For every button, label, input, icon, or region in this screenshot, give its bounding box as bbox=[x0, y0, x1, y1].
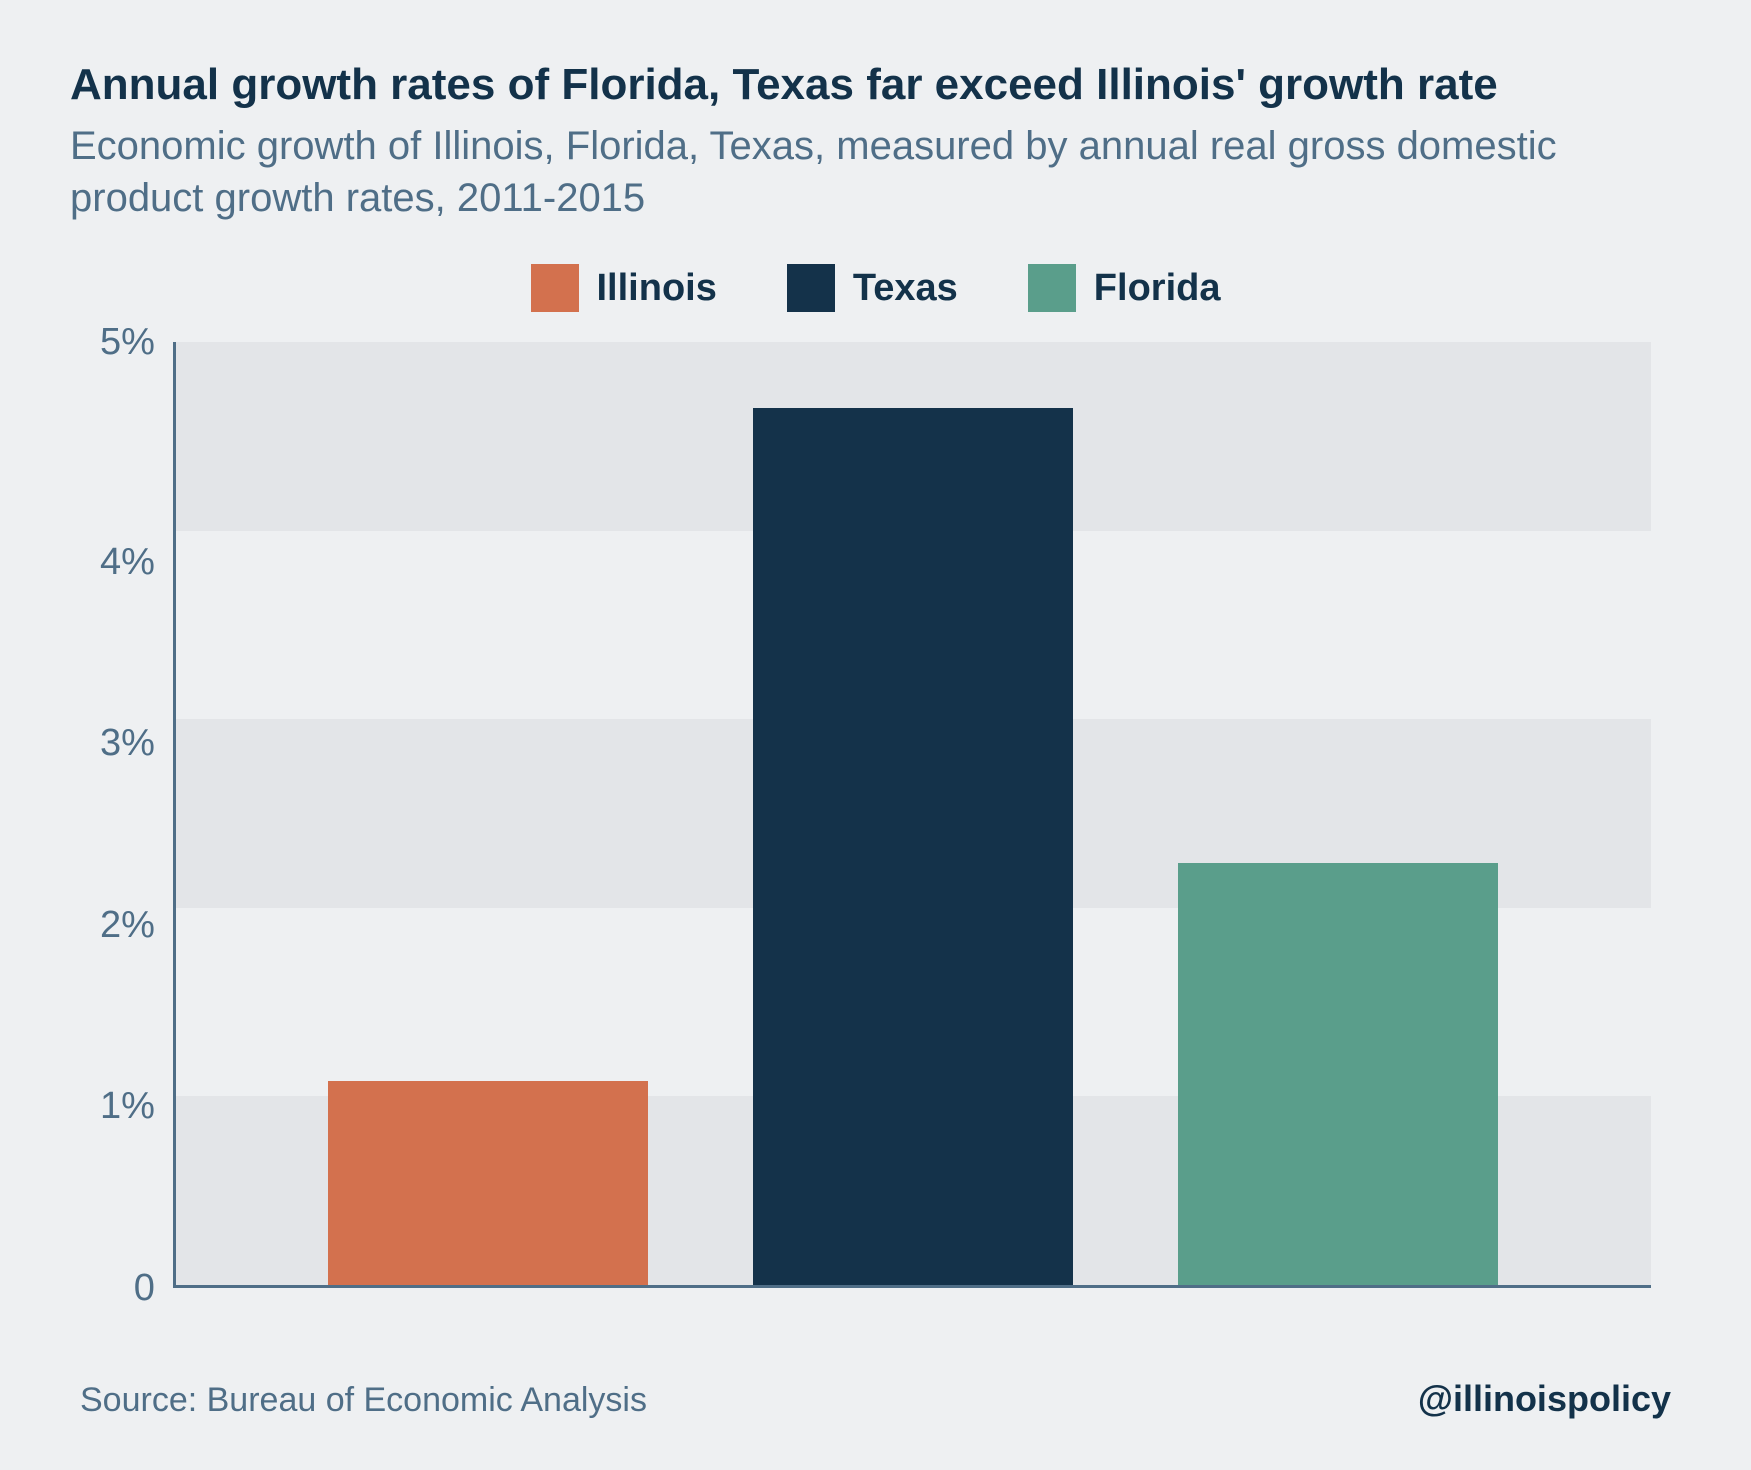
y-tick: 0 bbox=[134, 1269, 155, 1307]
bars-container bbox=[176, 342, 1651, 1285]
legend-label: Florida bbox=[1094, 267, 1221, 310]
y-axis: 5%4%3%2%1%0 bbox=[100, 342, 173, 1288]
legend-swatch bbox=[787, 264, 835, 312]
plot-area bbox=[173, 342, 1651, 1288]
chart-subtitle: Economic growth of Illinois, Florida, Te… bbox=[70, 120, 1681, 224]
source-text: Source: Bureau of Economic Analysis bbox=[80, 1381, 647, 1420]
legend: Illinois Texas Florida bbox=[70, 264, 1681, 312]
bar bbox=[1178, 863, 1498, 1285]
legend-item: Florida bbox=[1028, 264, 1221, 312]
y-tick: 2% bbox=[100, 906, 155, 944]
y-tick: 1% bbox=[100, 1087, 155, 1125]
chart-area: 5%4%3%2%1%0 bbox=[100, 342, 1651, 1288]
y-tick: 5% bbox=[100, 323, 155, 361]
legend-swatch bbox=[531, 264, 579, 312]
chart-title: Annual growth rates of Florida, Texas fa… bbox=[70, 60, 1681, 110]
legend-label: Texas bbox=[853, 267, 958, 310]
legend-item: Illinois bbox=[531, 264, 717, 312]
bar bbox=[328, 1081, 648, 1285]
y-tick: 4% bbox=[100, 543, 155, 581]
bar bbox=[753, 408, 1073, 1285]
chart-footer: Source: Bureau of Economic Analysis @ill… bbox=[70, 1378, 1681, 1420]
legend-swatch bbox=[1028, 264, 1076, 312]
legend-label: Illinois bbox=[597, 267, 717, 310]
y-tick: 3% bbox=[100, 724, 155, 762]
legend-item: Texas bbox=[787, 264, 958, 312]
attribution-handle: @illinoispolicy bbox=[1418, 1378, 1671, 1420]
